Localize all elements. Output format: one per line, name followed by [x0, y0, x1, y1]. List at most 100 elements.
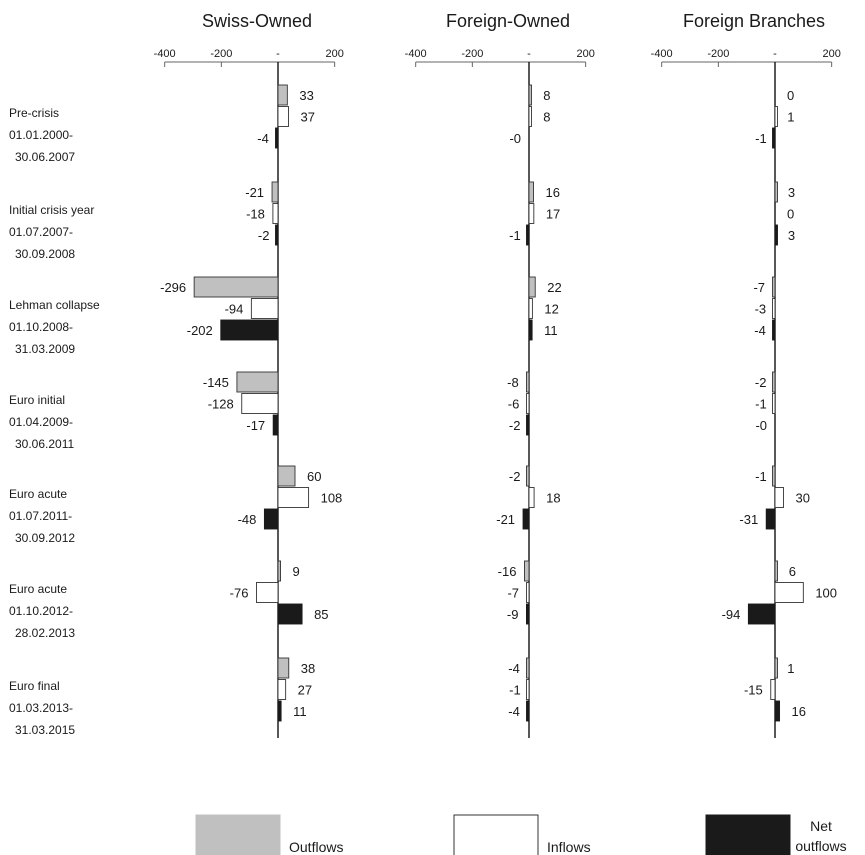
- period-label: Initial crisis year: [9, 203, 94, 217]
- data-label: -4: [754, 323, 766, 338]
- bar-net-outflows: [263, 508, 279, 530]
- bar-outflows: [277, 84, 288, 106]
- bar-net-outflows: [522, 508, 530, 530]
- data-label: 37: [300, 110, 314, 125]
- bar-net-outflows: [747, 603, 776, 625]
- data-label: -296: [160, 280, 186, 295]
- bar-net-outflows: [528, 319, 533, 341]
- data-label: 3: [788, 185, 795, 200]
- bar-outflows: [271, 181, 279, 203]
- bar-inflows: [526, 582, 530, 603]
- bar-outflows: [236, 371, 279, 393]
- period-label: Pre-crisis: [9, 106, 59, 120]
- data-label: -15: [744, 683, 763, 698]
- x-tick-label: 200: [822, 48, 840, 60]
- data-label: -0: [755, 418, 767, 433]
- bar-inflows: [526, 679, 530, 700]
- period-label: 28.02.2013: [15, 626, 75, 640]
- data-label: -2: [258, 228, 270, 243]
- x-tick-label: -400: [405, 48, 427, 60]
- period-label: 31.03.2009: [15, 342, 75, 356]
- bar-outflows: [277, 657, 290, 679]
- data-label: -2: [509, 418, 521, 433]
- bar-inflows: [770, 679, 776, 700]
- data-label: -6: [508, 397, 520, 412]
- bar-outflows: [772, 276, 776, 298]
- data-label: -21: [245, 185, 264, 200]
- data-label: -7: [507, 586, 519, 601]
- data-label: -4: [508, 661, 520, 676]
- period-label: 01.10.2008-: [9, 320, 73, 334]
- panel-title: Foreign-Owned: [446, 11, 570, 31]
- bar-outflows: [774, 560, 778, 582]
- bar-inflows: [526, 393, 530, 414]
- data-label: 11: [544, 323, 558, 338]
- data-label: -1: [755, 469, 767, 484]
- data-label: -94: [722, 607, 741, 622]
- bar-outflows: [528, 84, 532, 106]
- bar-inflows: [528, 487, 535, 508]
- period-label: Euro initial: [9, 393, 65, 407]
- bar-inflows: [774, 582, 804, 603]
- legend-label: Inflows: [547, 839, 591, 855]
- bar-net-outflows: [220, 319, 279, 341]
- period-label: 30.06.2007: [15, 150, 75, 164]
- x-tick-label: -: [773, 48, 777, 60]
- bar-net-outflows: [275, 127, 279, 149]
- period-label: 01.07.2011-: [9, 509, 72, 523]
- period-label-group: Pre-crisis 01.01.2000- 30.06.2007: [9, 106, 75, 164]
- bar-inflows: [528, 106, 532, 127]
- x-tick-label: -: [527, 48, 531, 60]
- bar-net-outflows: [772, 319, 776, 341]
- data-label: 108: [321, 491, 343, 506]
- data-label: 22: [547, 280, 561, 295]
- bar-outflows: [524, 560, 530, 582]
- bar-net-outflows: [277, 603, 303, 625]
- data-label: 38: [301, 661, 315, 676]
- legend-swatch: [453, 814, 539, 855]
- data-label: 0: [787, 88, 794, 103]
- bar-outflows: [193, 276, 279, 298]
- period-label-group: Euro acute 01.10.2012- 28.02.2013: [9, 582, 75, 640]
- bar-outflows: [774, 181, 778, 203]
- period-label-group: Euro initial 01.04.2009- 30.06.2011: [9, 393, 74, 451]
- x-tick-label: 200: [576, 48, 594, 60]
- legend-swatch: [705, 814, 791, 855]
- data-label: -4: [508, 704, 520, 719]
- data-label: 11: [293, 704, 307, 719]
- bar-inflows: [250, 298, 279, 319]
- bar-net-outflows: [275, 224, 279, 246]
- bar-outflows: [526, 371, 530, 393]
- bar-outflows: [526, 465, 530, 487]
- data-label: -7: [753, 280, 765, 295]
- period-label-group: Euro acute 01.07.2011- 30.09.2012: [9, 487, 75, 545]
- x-tick-label: -200: [461, 48, 483, 60]
- data-label: 17: [546, 207, 560, 222]
- legend-swatch: [195, 814, 281, 855]
- data-label: -21: [496, 512, 515, 527]
- data-label: 6: [789, 564, 796, 579]
- data-label: 1: [787, 110, 794, 125]
- data-label: 0: [787, 207, 794, 222]
- bar-net-outflows: [774, 700, 780, 722]
- bar-outflows: [772, 371, 776, 393]
- period-label: 31.03.2015: [15, 723, 75, 737]
- panel-title: Swiss-Owned: [202, 11, 312, 31]
- bar-outflows: [526, 657, 530, 679]
- data-label: 27: [298, 683, 312, 698]
- bar-net-outflows: [277, 700, 282, 722]
- x-tick-label: -200: [707, 48, 729, 60]
- bar-inflows: [774, 106, 778, 127]
- period-label: 30.06.2011: [15, 437, 74, 451]
- period-label-group: Initial crisis year 01.07.2007- 30.09.2008: [9, 203, 94, 261]
- bar-outflows: [774, 657, 778, 679]
- legend-label: Outflows: [289, 839, 343, 855]
- x-tick-label: -400: [651, 48, 673, 60]
- data-label: -1: [755, 131, 767, 146]
- data-label: -8: [507, 375, 519, 390]
- data-label: 33: [299, 88, 313, 103]
- data-label: -2: [755, 375, 767, 390]
- data-label: -4: [257, 131, 269, 146]
- panel-title: Foreign Branches: [683, 11, 825, 31]
